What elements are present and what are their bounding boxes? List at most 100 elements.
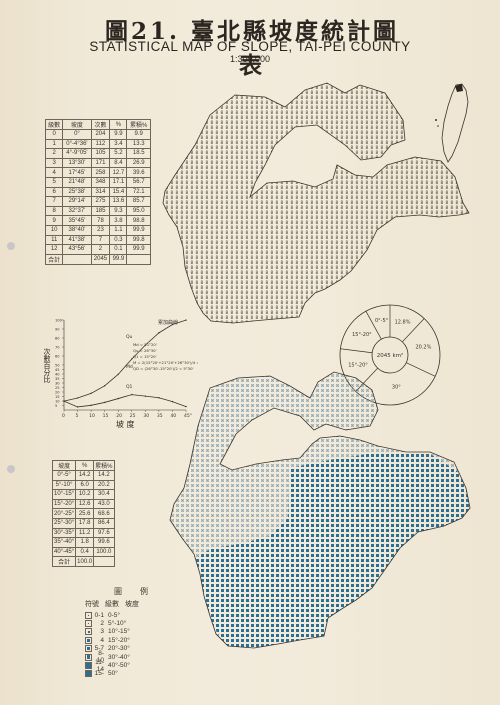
table-cell: 0.4 [75,546,95,558]
table-cell: 1.8 [75,537,95,548]
table-cell: 97.6 [93,527,115,539]
table-cell: 8.4 [109,157,128,169]
data-point [90,404,92,407]
table-row: 1 0°-4°36' 112 3.4 13.3 [44,138,151,150]
table-cell: 348 [90,176,111,188]
pie-slice-divider [365,311,382,340]
legend-row: 3 10°-15° [80,628,200,636]
table-cell [62,253,92,265]
legend-slope: 15°-20° [108,636,130,644]
data-point [117,397,119,400]
legend-slope: 0-5° [108,611,120,619]
y-tick-label: 70 [55,346,60,350]
table-cell: 9 [44,215,64,226]
chart-annotation: Q1 [126,384,133,390]
header-cell: % [109,119,128,130]
legend-level: 3 [100,628,104,636]
table-row: 5 21°48' 348 17.1 56.7 [44,176,151,188]
table-row: 0 0° 204 9.9 9.9 [44,129,151,140]
table-row: 12 43°56' 2 0.1 99.9 [44,244,151,255]
table-cell: 14.2 [75,470,95,481]
table-row: 5°-10° 6.0 20.2 [51,479,115,491]
chart-annotation: Qu [126,334,133,340]
pie-slice-label: 12.8% [395,319,411,325]
x-tick-label: 35 [157,413,163,419]
table-cell: 5°-10° [51,479,77,491]
legend-symbol-fill [86,655,91,659]
legend-header-slope: 坡度 [125,600,139,608]
table-cell: 4 [44,167,64,178]
legend-header-symbol: 符號 [85,600,99,608]
table-cell: 35°45' [62,215,92,226]
chart-annotation: QD = (26°30'-15°20')/2 = 5°30' [133,366,194,371]
y-tick-label: 60 [55,355,60,359]
cumulative-curve-line [63,319,187,402]
table-row: 9 35°45' 78 3.8 98.8 [44,215,151,226]
legend-slope: 10°-15° [108,628,130,636]
table-cell: 86.4 [93,517,115,529]
data-point [144,395,147,397]
table-cell: 13.3 [126,138,151,150]
table-cell: 204 [90,129,111,140]
data-point [171,323,174,326]
table-cell: 0° [62,129,92,140]
slope-number-map: 8 [162,82,470,324]
table-cell: 171 [90,157,111,169]
slope-symbol-map [169,371,471,649]
data-point [103,401,106,404]
table-cell: 72.1 [126,186,151,198]
table-cell: 25°-30° [51,517,77,529]
y-tick-label: 35 [55,377,60,381]
table-cell: 56.7 [126,176,151,188]
table-row: 30°-35° 11.2 97.6 [51,527,115,539]
pie-slice-divider [406,362,436,377]
table-cell: 15.4 [109,186,128,198]
table-cell: 100.0 [93,546,115,558]
table-cell: 3 [44,157,64,169]
table-cell: 12.7 [109,167,128,178]
table-cell: 1.1 [109,224,128,236]
legend-symbol [85,653,92,661]
legend-header: 符號 級數 坡度 [85,599,200,609]
table-row: 35°-40° 1.8 99.6 [51,537,115,548]
table-row: 6 25°38' 314 15.4 72.1 [44,186,151,198]
table-cell: 258 [90,167,111,178]
y-tick-label: 20 [55,391,60,395]
map-legend: 圖例 符號 級數 坡度 0-1 0-5° 2 5°-10° 3 10°-15° 4 15°-2… [80,586,200,678]
header-cell: 累積% [126,119,151,130]
x-tick-label: 5 [76,413,79,419]
header-cell: 坡度 [62,119,92,130]
table-cell: 99.6 [93,537,115,548]
table-cell: 21°48' [62,176,92,188]
x-tick-label: 40 [170,413,176,419]
legend-row: 8-10 30°-40° [80,650,200,664]
y-tick-label: 15 [55,395,60,399]
legend-level: 2 [100,620,104,628]
table-cell: 32°37' [62,205,92,217]
data-point [103,385,106,387]
header-cell: 坡度 [51,460,77,471]
legend-row: 4 15°-20° [80,636,200,644]
legend-header-level: 級數 [105,600,119,608]
x-tick-label: 25 [130,413,136,419]
table-cell: 13°30' [62,157,92,169]
table-cell: 4°-9°05' [62,148,92,159]
legend-level: 15- [94,670,104,678]
legend-symbol-fill [87,630,90,633]
data-point [63,400,65,402]
legend-title: 圖例 [114,587,166,596]
table-cell: 29°14' [62,196,92,207]
table-cell: 0 [44,129,64,140]
table-cell: 0°-5° [51,470,77,481]
table-cell: 11.2 [75,527,95,539]
table-cell: 7 [44,196,64,207]
table-cell: 99.9 [126,224,151,236]
table-row: 2 4°-9°05' 105 5.2 18.5 [44,148,151,159]
table-row: 4 17°45' 258 12.7 39.6 [44,167,151,178]
legend-symbol-fill [87,647,90,651]
table-cell: 2 [44,148,64,159]
chart-annotation: Qu = 26°30' [133,348,157,353]
table-cell [126,253,151,265]
x-axis-label: 坡 度 [116,419,135,429]
binder-hole [7,465,15,473]
